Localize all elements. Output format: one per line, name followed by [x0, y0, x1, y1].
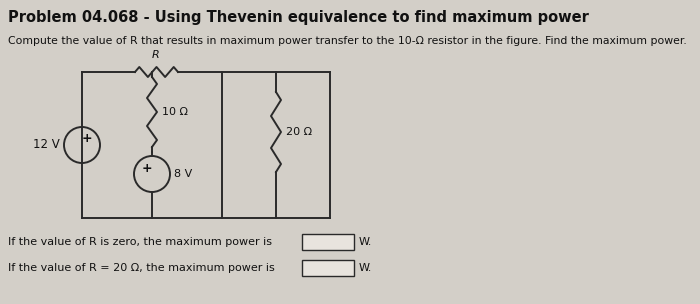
Bar: [302, 260, 354, 276]
Text: 8 V: 8 V: [174, 169, 193, 179]
Text: If the value of R is zero, the maximum power is: If the value of R is zero, the maximum p…: [8, 237, 272, 247]
Text: W.: W.: [359, 263, 372, 273]
Text: Problem 04.068 - Using Thevenin equivalence to find maximum power: Problem 04.068 - Using Thevenin equivale…: [8, 10, 589, 25]
Text: W.: W.: [359, 237, 372, 247]
Text: +: +: [82, 133, 92, 146]
Text: +: +: [141, 161, 153, 174]
Text: 12 V: 12 V: [34, 139, 60, 151]
Text: R: R: [152, 50, 160, 60]
Text: 10 Ω: 10 Ω: [162, 107, 188, 117]
Text: 20 Ω: 20 Ω: [286, 127, 312, 137]
Bar: [302, 234, 354, 250]
Text: Compute the value of R that results in maximum power transfer to the 10-Ω resist: Compute the value of R that results in m…: [8, 36, 687, 46]
Text: If the value of R = 20 Ω, the maximum power is: If the value of R = 20 Ω, the maximum po…: [8, 263, 274, 273]
